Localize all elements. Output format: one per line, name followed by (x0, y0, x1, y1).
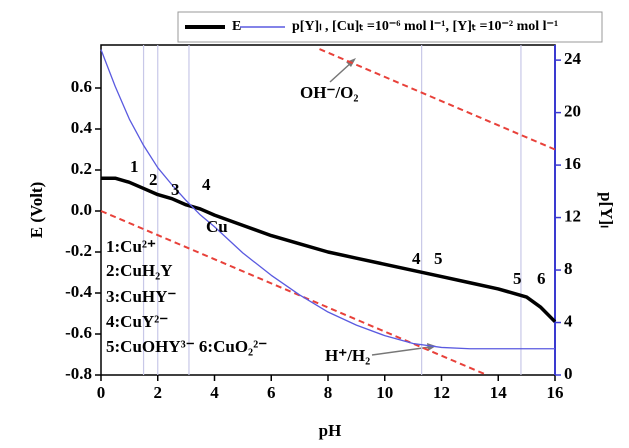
y-tick-label: 0.2 (71, 159, 92, 178)
y2-tick-label: 8 (564, 259, 573, 278)
annotation: 3 (171, 180, 180, 199)
x-tick-label: 2 (154, 383, 163, 402)
y2-tick-label: 0 (564, 364, 573, 383)
y2-tick-label: 24 (564, 49, 582, 68)
y-tick-label: 0.6 (71, 77, 92, 96)
annotation: 4 (202, 175, 211, 194)
x-tick-label: 12 (433, 383, 450, 402)
annotation: 6 (537, 269, 546, 288)
annotation: H⁺/H₂ (325, 346, 370, 365)
annotation: 4:CuY²⁻ (106, 312, 168, 331)
y-tick-label: -0.8 (65, 364, 92, 383)
annotation: 1 (130, 157, 139, 176)
y2-tick-label: 16 (564, 154, 581, 173)
legend-label: p[Y]ₗ , [Cu]ₜ =10⁻⁶ mol l⁻¹, [Y]ₜ =10⁻² … (292, 19, 558, 34)
legend-label: E (232, 19, 241, 34)
x-tick-label: 10 (376, 383, 393, 402)
legend-box (177, 11, 603, 43)
x-tick-label: 16 (547, 383, 564, 402)
annotation: 2:CuH₂Y (106, 261, 173, 280)
y2-tick-label: 12 (564, 206, 581, 225)
annotation: 5:CuOHY³⁻ 6:CuO₂²⁻ (106, 337, 267, 356)
annotation: 5 (434, 249, 443, 268)
annotation: 5 (513, 269, 522, 288)
x-tick-label: 4 (210, 383, 219, 402)
x-tick-label: 8 (324, 383, 333, 402)
arrow (329, 61, 353, 83)
series-line (100, 49, 555, 350)
annotation: 2 (149, 170, 158, 189)
x-axis-title: pH (319, 421, 342, 440)
y2-tick-label: 4 (564, 311, 573, 330)
series-line (101, 176, 557, 323)
y-tick-label: -0.4 (65, 282, 92, 301)
y-tick-label: 0.4 (71, 118, 93, 137)
arrow-head (427, 343, 436, 351)
annotation: 4 (412, 249, 421, 268)
y2-tick-label: 20 (564, 102, 581, 121)
x-tick-label: 6 (267, 383, 276, 402)
x-tick-label: 0 (97, 383, 106, 402)
y-tick-label: -0.6 (65, 323, 92, 342)
reference-line (319, 48, 556, 151)
annotation: 3:CuHY⁻ (106, 287, 176, 306)
annotation: 1:Cu²⁺ (106, 237, 156, 256)
y2-axis-title: p[Y]ₗ (597, 192, 616, 228)
annotation: OH⁻/O₂ (300, 83, 358, 102)
y-axis-title: E (Volt) (27, 182, 46, 239)
y-tick-label: 0.0 (71, 200, 92, 219)
x-tick-label: 14 (490, 383, 508, 402)
annotation: Cu (206, 217, 228, 236)
arrow (371, 346, 431, 356)
y-tick-label: -0.2 (65, 241, 92, 260)
